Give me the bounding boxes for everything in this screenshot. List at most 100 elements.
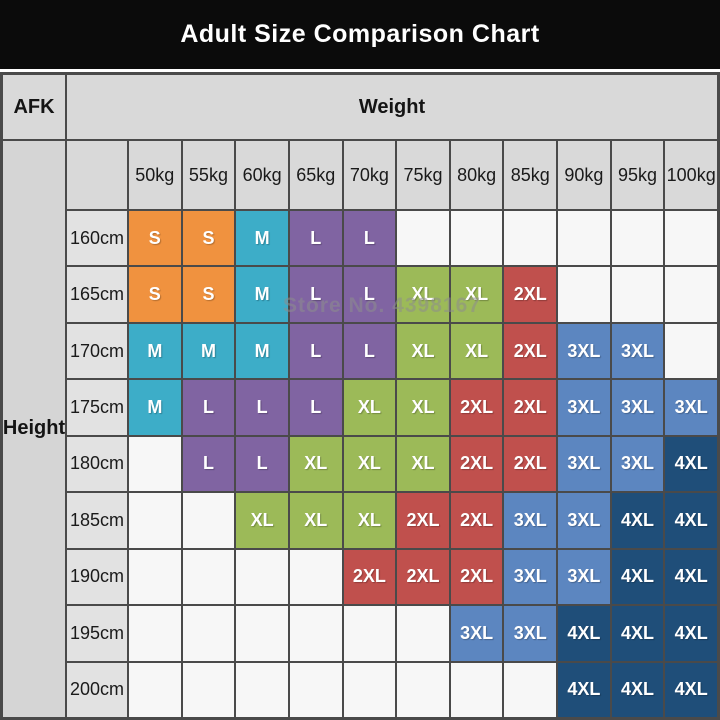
size-cell-175cm-85kg: 2XL: [503, 379, 558, 436]
size-cell-170cm-50kg: M: [128, 322, 182, 380]
size-cell-160cm-70kg: L: [342, 210, 397, 267]
size-cell-190cm-90kg: 3XL: [557, 548, 611, 606]
page-title: Adult Size Comparison Chart: [180, 20, 540, 48]
weight-header-75kg: 75kg: [396, 140, 450, 210]
size-cell-175cm-75kg: XL: [396, 379, 450, 436]
size-cell-185cm-60kg: XL: [235, 492, 289, 549]
row-header-160cm: 160cm: [66, 210, 128, 267]
size-cell-170cm-95kg: 3XL: [610, 322, 665, 380]
weight-header-60kg: 60kg: [235, 140, 289, 210]
size-cell-170cm-70kg: L: [342, 322, 397, 380]
size-cell-190cm-75kg: 2XL: [396, 548, 450, 606]
size-cell-160cm-50kg: S: [128, 210, 182, 267]
size-cell-195cm-90kg: 4XL: [557, 605, 611, 662]
size-cell-170cm-75kg: XL: [396, 322, 450, 380]
weight-header-80kg: 80kg: [449, 140, 504, 210]
size-cell-165cm-55kg: S: [181, 266, 236, 323]
size-cell-200cm-100kg: 4XL: [664, 661, 718, 718]
empty-cell-200cm-70kg: [342, 661, 397, 718]
size-cell-180cm-65kg: XL: [288, 435, 343, 493]
size-cell-185cm-75kg: 2XL: [396, 492, 450, 549]
weight-header-70kg: 70kg: [342, 140, 397, 210]
empty-cell-195cm-50kg: [128, 605, 182, 662]
empty-cell-165cm-95kg: [610, 266, 665, 323]
weight-header-50kg: 50kg: [128, 140, 182, 210]
size-cell-185cm-80kg: 2XL: [449, 492, 504, 549]
empty-cell-160cm-80kg: [449, 210, 504, 267]
corner-cell-afk: AFK: [2, 74, 66, 140]
size-cell-180cm-85kg: 2XL: [503, 435, 558, 493]
size-cell-170cm-80kg: XL: [449, 322, 504, 380]
empty-cell-200cm-75kg: [396, 661, 450, 718]
size-cell-180cm-70kg: XL: [342, 435, 397, 493]
title-bar: Adult Size Comparison Chart: [0, 0, 720, 72]
empty-cell-190cm-60kg: [235, 548, 289, 606]
empty-cell-200cm-65kg: [288, 661, 343, 718]
size-cell-170cm-85kg: 2XL: [503, 322, 558, 380]
empty-cell-190cm-65kg: [288, 548, 343, 606]
size-cell-195cm-95kg: 4XL: [610, 605, 665, 662]
empty-cell-185cm-50kg: [128, 492, 182, 549]
size-cell-165cm-70kg: L: [342, 266, 397, 323]
empty-cell-160cm-100kg: [664, 210, 718, 267]
empty-cell-195cm-55kg: [181, 605, 236, 662]
size-cell-175cm-50kg: M: [128, 379, 182, 436]
empty-cell-180cm-50kg: [128, 435, 182, 493]
size-cell-160cm-60kg: M: [235, 210, 289, 267]
empty-cell-160cm-75kg: [396, 210, 450, 267]
size-cell-170cm-90kg: 3XL: [557, 322, 611, 380]
size-cell-200cm-90kg: 4XL: [557, 661, 611, 718]
weight-header-90kg: 90kg: [557, 140, 611, 210]
empty-cell-195cm-75kg: [396, 605, 450, 662]
weight-header-100kg: 100kg: [664, 140, 718, 210]
size-cell-195cm-100kg: 4XL: [664, 605, 718, 662]
size-cell-175cm-55kg: L: [181, 379, 236, 436]
empty-cell-160cm-85kg: [503, 210, 558, 267]
size-cell-185cm-95kg: 4XL: [610, 492, 665, 549]
size-cell-200cm-95kg: 4XL: [610, 661, 665, 718]
row-header-200cm: 200cm: [66, 661, 128, 718]
size-cell-185cm-70kg: XL: [342, 492, 397, 549]
column-header-corner: [66, 140, 128, 210]
empty-cell-165cm-90kg: [557, 266, 611, 323]
empty-cell-195cm-65kg: [288, 605, 343, 662]
size-cell-195cm-80kg: 3XL: [449, 605, 504, 662]
empty-cell-200cm-50kg: [128, 661, 182, 718]
empty-cell-200cm-60kg: [235, 661, 289, 718]
size-cell-180cm-95kg: 3XL: [610, 435, 665, 493]
size-cell-190cm-95kg: 4XL: [610, 548, 665, 606]
size-cell-165cm-65kg: L: [288, 266, 343, 323]
size-cell-175cm-70kg: XL: [342, 379, 397, 436]
weight-header-55kg: 55kg: [181, 140, 236, 210]
row-header-180cm: 180cm: [66, 435, 128, 493]
size-cell-160cm-55kg: S: [181, 210, 236, 267]
row-header-165cm: 165cm: [66, 266, 128, 323]
size-cell-185cm-85kg: 3XL: [503, 492, 558, 549]
size-table: AFK Weight Height 50kg 55kg 60kg 65kg 70kg 75…: [0, 72, 720, 720]
size-cell-180cm-90kg: 3XL: [557, 435, 611, 493]
weight-header-65kg: 65kg: [288, 140, 343, 210]
row-header-175cm: 175cm: [66, 379, 128, 436]
empty-cell-190cm-50kg: [128, 548, 182, 606]
weight-header-95kg: 95kg: [610, 140, 665, 210]
size-cell-190cm-100kg: 4XL: [664, 548, 718, 606]
size-cell-165cm-60kg: M: [235, 266, 289, 323]
empty-cell-195cm-70kg: [342, 605, 397, 662]
size-cell-180cm-75kg: XL: [396, 435, 450, 493]
size-cell-180cm-80kg: 2XL: [449, 435, 504, 493]
empty-cell-160cm-95kg: [610, 210, 665, 267]
empty-cell-165cm-100kg: [664, 266, 718, 323]
size-cell-195cm-85kg: 3XL: [503, 605, 558, 662]
size-cell-165cm-50kg: S: [128, 266, 182, 323]
empty-cell-200cm-85kg: [503, 661, 558, 718]
empty-cell-160cm-90kg: [557, 210, 611, 267]
size-cell-175cm-65kg: L: [288, 379, 343, 436]
weight-header-85kg: 85kg: [503, 140, 558, 210]
size-cell-185cm-90kg: 3XL: [557, 492, 611, 549]
size-cell-165cm-75kg: XL: [396, 266, 450, 323]
size-cell-180cm-60kg: L: [235, 435, 289, 493]
empty-cell-200cm-55kg: [181, 661, 236, 718]
height-group-header: Height: [2, 140, 66, 718]
empty-cell-190cm-55kg: [181, 548, 236, 606]
